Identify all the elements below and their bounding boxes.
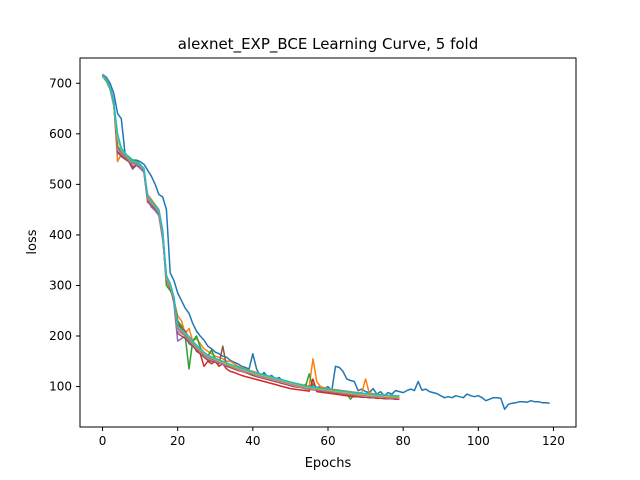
- x-tick-label: 80: [396, 434, 411, 448]
- chart-title: alexnet_EXP_BCE Learning Curve, 5 fold: [178, 35, 479, 54]
- x-tick-label: 100: [467, 434, 490, 448]
- y-tick-label: 500: [49, 177, 72, 191]
- y-tick-label: 700: [49, 76, 72, 90]
- y-tick-label: 200: [49, 329, 72, 343]
- y-tick-label: 300: [49, 278, 72, 292]
- y-tick-label: 100: [49, 380, 72, 394]
- y-axis-label: loss: [25, 229, 40, 254]
- x-tick-label: 120: [542, 434, 565, 448]
- y-tick-label: 600: [49, 127, 72, 141]
- y-axis-ticks: 100 200 300 400 500 600 700: [49, 76, 80, 394]
- y-tick-label: 400: [49, 228, 72, 242]
- x-tick-label: 0: [99, 434, 107, 448]
- x-axis-label: Epochs: [305, 456, 352, 471]
- x-axis-ticks: 0 20 40 60 80 100 120: [99, 427, 565, 448]
- series-layer: [101, 73, 550, 411]
- x-tick-label: 20: [170, 434, 185, 448]
- x-tick-label: 60: [320, 434, 335, 448]
- x-tick-label: 40: [245, 434, 260, 448]
- series-line-9: [101, 74, 400, 397]
